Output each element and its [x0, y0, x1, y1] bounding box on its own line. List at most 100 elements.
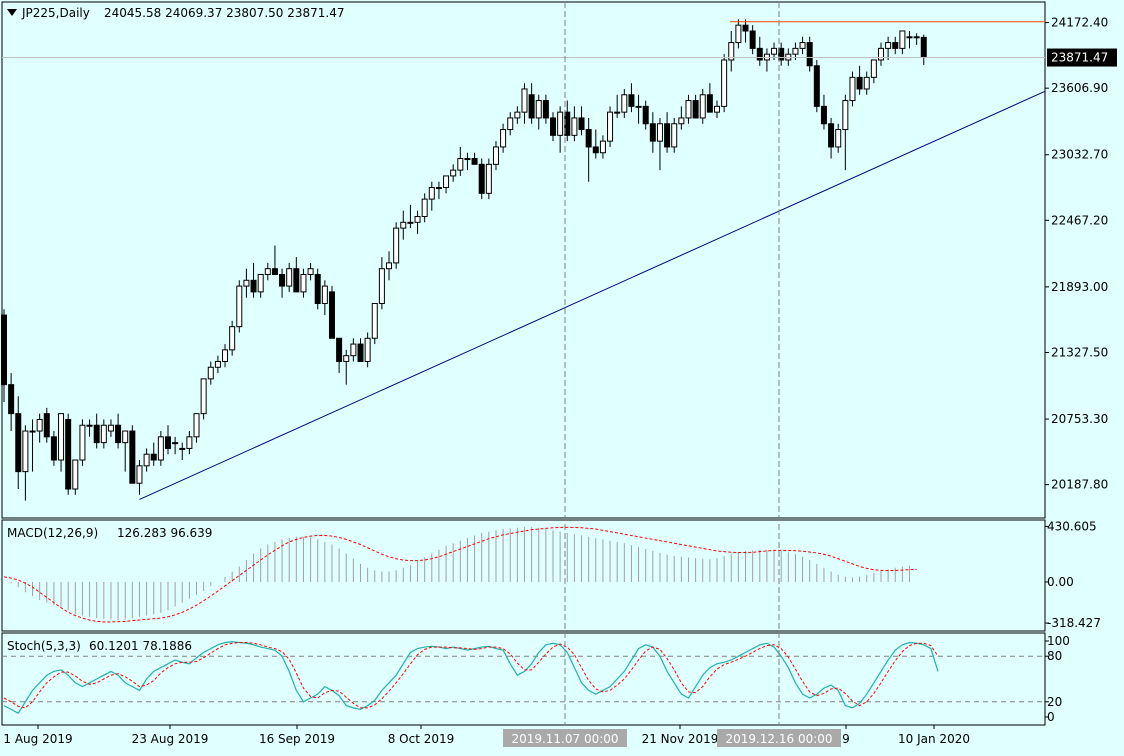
candle[interactable] [899, 30, 906, 55]
candle[interactable] [585, 117, 592, 182]
macd-panel[interactable]: MACD(12,26,9) 126.283 96.639 [1, 519, 1046, 632]
candle[interactable] [656, 117, 663, 171]
candle[interactable] [1, 309, 7, 403]
candle[interactable] [642, 100, 649, 130]
candle[interactable] [728, 30, 735, 72]
candle[interactable] [621, 88, 628, 118]
candle[interactable] [200, 378, 207, 420]
candle[interactable] [172, 436, 179, 455]
candle[interactable] [129, 425, 136, 484]
candle[interactable] [678, 106, 685, 130]
candle[interactable] [150, 442, 157, 466]
candle[interactable] [557, 106, 564, 153]
candle[interactable] [649, 112, 656, 153]
candle[interactable] [699, 88, 706, 124]
candle[interactable] [885, 36, 892, 60]
candle[interactable] [343, 349, 350, 385]
candle[interactable] [464, 152, 471, 171]
candle[interactable] [229, 320, 236, 356]
chart-dropdown-icon[interactable] [7, 9, 17, 16]
candle[interactable] [86, 419, 93, 437]
candle[interactable] [443, 175, 450, 194]
candle[interactable] [849, 71, 856, 107]
candle[interactable] [271, 245, 278, 275]
candle[interactable] [300, 268, 307, 298]
candle[interactable] [492, 141, 499, 171]
candle[interactable] [29, 419, 36, 472]
candle[interactable] [892, 36, 899, 55]
candle[interactable] [350, 338, 357, 362]
candle[interactable] [828, 117, 835, 159]
candle[interactable] [371, 302, 378, 345]
candle[interactable] [378, 257, 385, 310]
candle[interactable] [15, 396, 22, 490]
candle[interactable] [279, 268, 286, 298]
candle[interactable] [243, 268, 250, 298]
candle[interactable] [407, 204, 414, 229]
candle[interactable] [179, 442, 186, 461]
candle[interactable] [328, 286, 335, 339]
candle[interactable] [107, 419, 114, 437]
candle[interactable] [164, 425, 171, 455]
stochastic-panel[interactable]: Stoch(5,3,3) 60.1201 78.1886 [1, 632, 1046, 726]
candle[interactable] [115, 413, 122, 449]
candle[interactable] [157, 431, 164, 466]
trendline[interactable] [139, 90, 1046, 500]
candle[interactable] [813, 59, 820, 113]
candle[interactable] [528, 83, 535, 124]
candle[interactable] [286, 262, 293, 292]
candle[interactable] [521, 83, 528, 124]
candle[interactable] [207, 361, 214, 385]
candle[interactable] [79, 419, 86, 466]
candle[interactable] [735, 19, 742, 49]
candle[interactable] [36, 413, 43, 443]
candle[interactable] [671, 117, 678, 153]
candle[interactable] [293, 257, 300, 293]
candle[interactable] [877, 42, 884, 66]
candle[interactable] [93, 413, 100, 449]
candle[interactable] [450, 164, 457, 182]
candle[interactable] [756, 36, 763, 66]
candle[interactable] [607, 106, 614, 147]
candle[interactable] [721, 54, 728, 113]
candle[interactable] [364, 332, 371, 368]
candle[interactable] [856, 65, 863, 95]
candle[interactable] [471, 152, 478, 165]
candle[interactable] [321, 280, 328, 316]
candle[interactable] [122, 430, 129, 472]
candle[interactable] [749, 25, 756, 55]
candle[interactable] [778, 42, 785, 66]
candle[interactable] [222, 344, 229, 368]
candle[interactable] [514, 106, 521, 124]
candle[interactable] [264, 262, 271, 281]
candle[interactable] [863, 71, 870, 95]
candle[interactable] [842, 94, 849, 171]
candle[interactable] [599, 135, 606, 159]
candle[interactable] [143, 448, 150, 472]
candle[interactable] [485, 158, 492, 200]
candle[interactable] [336, 337, 343, 374]
candle[interactable] [428, 181, 435, 211]
candle[interactable] [635, 94, 642, 124]
candle[interactable] [614, 94, 621, 118]
candle[interactable] [314, 268, 321, 310]
candle[interactable] [136, 460, 143, 495]
candle[interactable] [65, 413, 72, 495]
candle[interactable] [193, 413, 200, 443]
candle[interactable] [806, 36, 813, 72]
candle[interactable] [236, 280, 243, 333]
candle[interactable] [535, 94, 542, 130]
candle[interactable] [400, 210, 407, 240]
candle[interactable] [706, 83, 713, 113]
candle[interactable] [43, 407, 50, 443]
candle[interactable] [58, 413, 65, 472]
candle[interactable] [8, 373, 15, 432]
candle[interactable] [692, 94, 699, 119]
candle[interactable] [72, 459, 79, 495]
candle[interactable] [22, 425, 29, 501]
candle[interactable] [835, 123, 842, 153]
candle[interactable] [435, 181, 442, 200]
candle[interactable] [214, 355, 221, 374]
candle[interactable] [386, 251, 393, 281]
